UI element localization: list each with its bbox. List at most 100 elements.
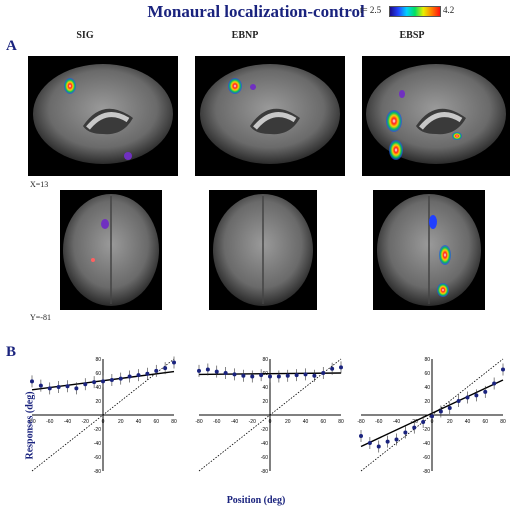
- data-point: [312, 373, 317, 378]
- brain-coronal-sig: [60, 190, 162, 310]
- data-point: [223, 371, 228, 375]
- x-tick-label: 80: [171, 419, 177, 425]
- colorbar-min-label: t= 2.5: [360, 5, 382, 15]
- y-tick-label: 80: [95, 357, 101, 363]
- y-tick-label: 20: [424, 399, 430, 405]
- x-tick-label: 80: [500, 419, 506, 425]
- y-tick-label: -80: [261, 469, 268, 475]
- data-point: [303, 372, 308, 377]
- x-tick-label: 60: [320, 419, 326, 425]
- y-tick-label: -60: [261, 455, 268, 461]
- x-tick-label: 60: [153, 419, 159, 425]
- data-point: [83, 382, 88, 387]
- y-tick-label: -40: [261, 441, 268, 447]
- data-point: [483, 389, 488, 394]
- x-tick-label: -40: [231, 419, 238, 425]
- column-title-ebnp: EBNP: [231, 30, 259, 41]
- data-point: [492, 381, 497, 386]
- brain-sagittal-ebsp: [362, 56, 510, 176]
- data-point: [172, 360, 176, 365]
- data-point: [412, 425, 417, 430]
- data-point: [259, 373, 264, 378]
- plot-ebnp: -80-60-40-2002040608080604020-20-40-60-8…: [195, 355, 345, 475]
- y-tick-label: 80: [424, 357, 430, 363]
- plot-ebsp: -80-60-40-2002040608080604020-20-40-60-8…: [357, 355, 507, 475]
- x-tick-label: -60: [213, 419, 220, 425]
- y-tick-label: 80: [262, 357, 268, 363]
- data-point: [56, 385, 61, 389]
- x-axis-title: Position (deg): [226, 495, 286, 506]
- y-tick-label: -40: [94, 441, 101, 447]
- x-tick-label: -60: [375, 419, 382, 425]
- data-point: [268, 374, 272, 379]
- colorbar: [389, 6, 441, 17]
- figure-title: Monaural localization-control: [147, 2, 365, 21]
- data-point: [501, 367, 505, 372]
- data-point: [38, 383, 43, 388]
- data-point: [145, 371, 150, 376]
- data-point: [154, 368, 159, 373]
- panel-b-label: B: [6, 344, 17, 360]
- data-point: [109, 378, 114, 382]
- data-point: [438, 409, 443, 414]
- brain-sagittal-sig: [28, 56, 178, 176]
- plot-sig: -80 -60 -40 -20 0 20 40 60 80 80 60 40 20 -20 -40 -60 -8…: [28, 355, 178, 475]
- y-tick-label: -20: [423, 427, 430, 433]
- y-tick-label: -80: [423, 469, 430, 475]
- y-tick-label: -60: [423, 455, 430, 461]
- x-tick-label: 40: [465, 419, 471, 425]
- y-tick-label: -40: [423, 441, 430, 447]
- data-point: [92, 380, 97, 385]
- x-tick-label: -20: [249, 419, 256, 425]
- data-point: [421, 420, 426, 424]
- data-point: [430, 414, 434, 419]
- brain-coronal-ebsp: [373, 190, 485, 310]
- x-tick-label: 20: [447, 419, 453, 425]
- y-tick-label: -20: [261, 427, 268, 433]
- data-point: [136, 373, 141, 378]
- x-tick-label: 20: [118, 419, 124, 425]
- x-tick-label: -80: [357, 419, 364, 425]
- data-point: [197, 368, 201, 373]
- data-point: [465, 395, 470, 400]
- data-point: [74, 386, 79, 391]
- brain-sagittal-ebnp: [195, 56, 345, 176]
- y-tick-label: 20: [95, 399, 101, 405]
- data-point: [376, 444, 381, 449]
- x-tick-label: -80: [28, 419, 35, 425]
- plot-svg: -80-60-40-2002040608080604020-20-40-60-8…: [357, 357, 506, 475]
- data-point: [367, 441, 372, 445]
- data-point: [474, 393, 479, 398]
- data-point: [214, 369, 219, 374]
- y-tick-label: 20: [262, 399, 268, 405]
- coronal-coordinate: Y=-81: [30, 313, 51, 322]
- identity-line: [31, 358, 175, 472]
- y-tick-label: 60: [95, 371, 101, 377]
- data-point: [118, 376, 123, 381]
- x-tick-label: -80: [195, 419, 202, 425]
- x-tick-label: 40: [303, 419, 309, 425]
- x-tick-label: -60: [46, 419, 53, 425]
- data-point: [241, 373, 246, 378]
- data-point: [447, 406, 452, 410]
- y-tick-label: -80: [94, 469, 101, 475]
- data-point: [101, 379, 105, 384]
- data-point: [456, 399, 461, 403]
- y-tick-label: 40: [424, 385, 430, 391]
- data-point: [127, 374, 132, 379]
- column-title-ebsp: EBSP: [399, 30, 425, 41]
- data-point: [330, 366, 335, 371]
- panel-a-label: A: [6, 38, 17, 54]
- x-tick-label: 40: [136, 419, 142, 425]
- x-tick-label: 20: [285, 419, 291, 425]
- data-point: [339, 365, 343, 370]
- y-tick-label: 40: [95, 385, 101, 391]
- data-point: [276, 374, 281, 379]
- data-point: [30, 379, 34, 384]
- x-tick-label: -40: [64, 419, 71, 425]
- brain-coronal-ebnp: [209, 190, 317, 310]
- data-point: [385, 439, 390, 444]
- colorbar-max-label: 4.2: [443, 5, 455, 15]
- data-point: [359, 434, 363, 438]
